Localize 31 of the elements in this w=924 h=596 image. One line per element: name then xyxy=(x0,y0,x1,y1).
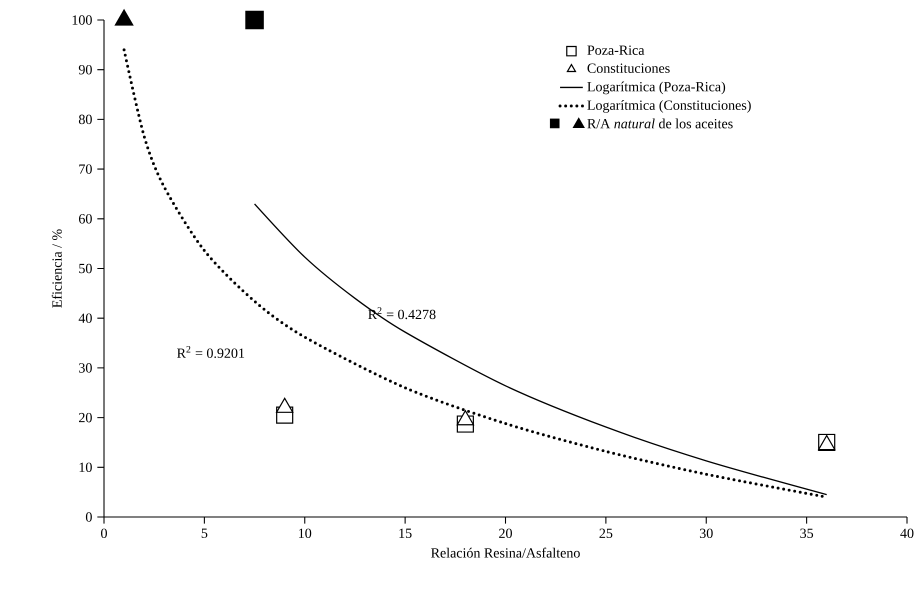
y-axis-title: Eficiencia / % xyxy=(52,229,62,308)
y-tick-label: 100 xyxy=(72,15,92,25)
y-tick-label: 60 xyxy=(79,214,92,224)
annotation: R$^{2}$ = 0.9201 xyxy=(177,346,244,358)
x-tick-label: 40 xyxy=(900,528,914,538)
y-tick-label: 30 xyxy=(79,363,92,373)
point xyxy=(276,398,294,413)
legend-label: R/A natural de los aceites xyxy=(587,118,733,128)
x-tick-label: 30 xyxy=(700,528,713,538)
y-tick-label: 70 xyxy=(79,164,92,174)
x-tick-label: 10 xyxy=(298,528,312,538)
point xyxy=(456,410,474,426)
x-tick-label: 20 xyxy=(499,528,512,538)
y-tick-label: 50 xyxy=(79,264,92,274)
x-axis-title: Relación Resina/Asfalteno xyxy=(431,548,580,558)
x-tick-label: 15 xyxy=(399,528,412,538)
y-tick-label: 20 xyxy=(79,412,92,422)
y-tick-label: 80 xyxy=(78,114,92,124)
legend-label: Poza-Rica xyxy=(587,45,644,55)
y-tick-label: 10 xyxy=(80,462,92,472)
legend-label: Logarítmica (Constituciones) xyxy=(587,100,751,113)
y-tick-label: 0 xyxy=(86,512,92,522)
x-tick-label: 35 xyxy=(800,528,814,538)
y-tick-label: 40 xyxy=(78,313,92,323)
x-tick-label: 5 xyxy=(202,528,208,538)
x-tick-label: 0 xyxy=(101,528,107,538)
legend-label: Logarítmica (Poza-Rica) xyxy=(587,82,726,94)
legend-label: Constituciones xyxy=(588,64,670,73)
y-tick-label: 90 xyxy=(78,64,92,74)
point xyxy=(114,9,134,26)
x-tick-label: 25 xyxy=(599,528,612,538)
